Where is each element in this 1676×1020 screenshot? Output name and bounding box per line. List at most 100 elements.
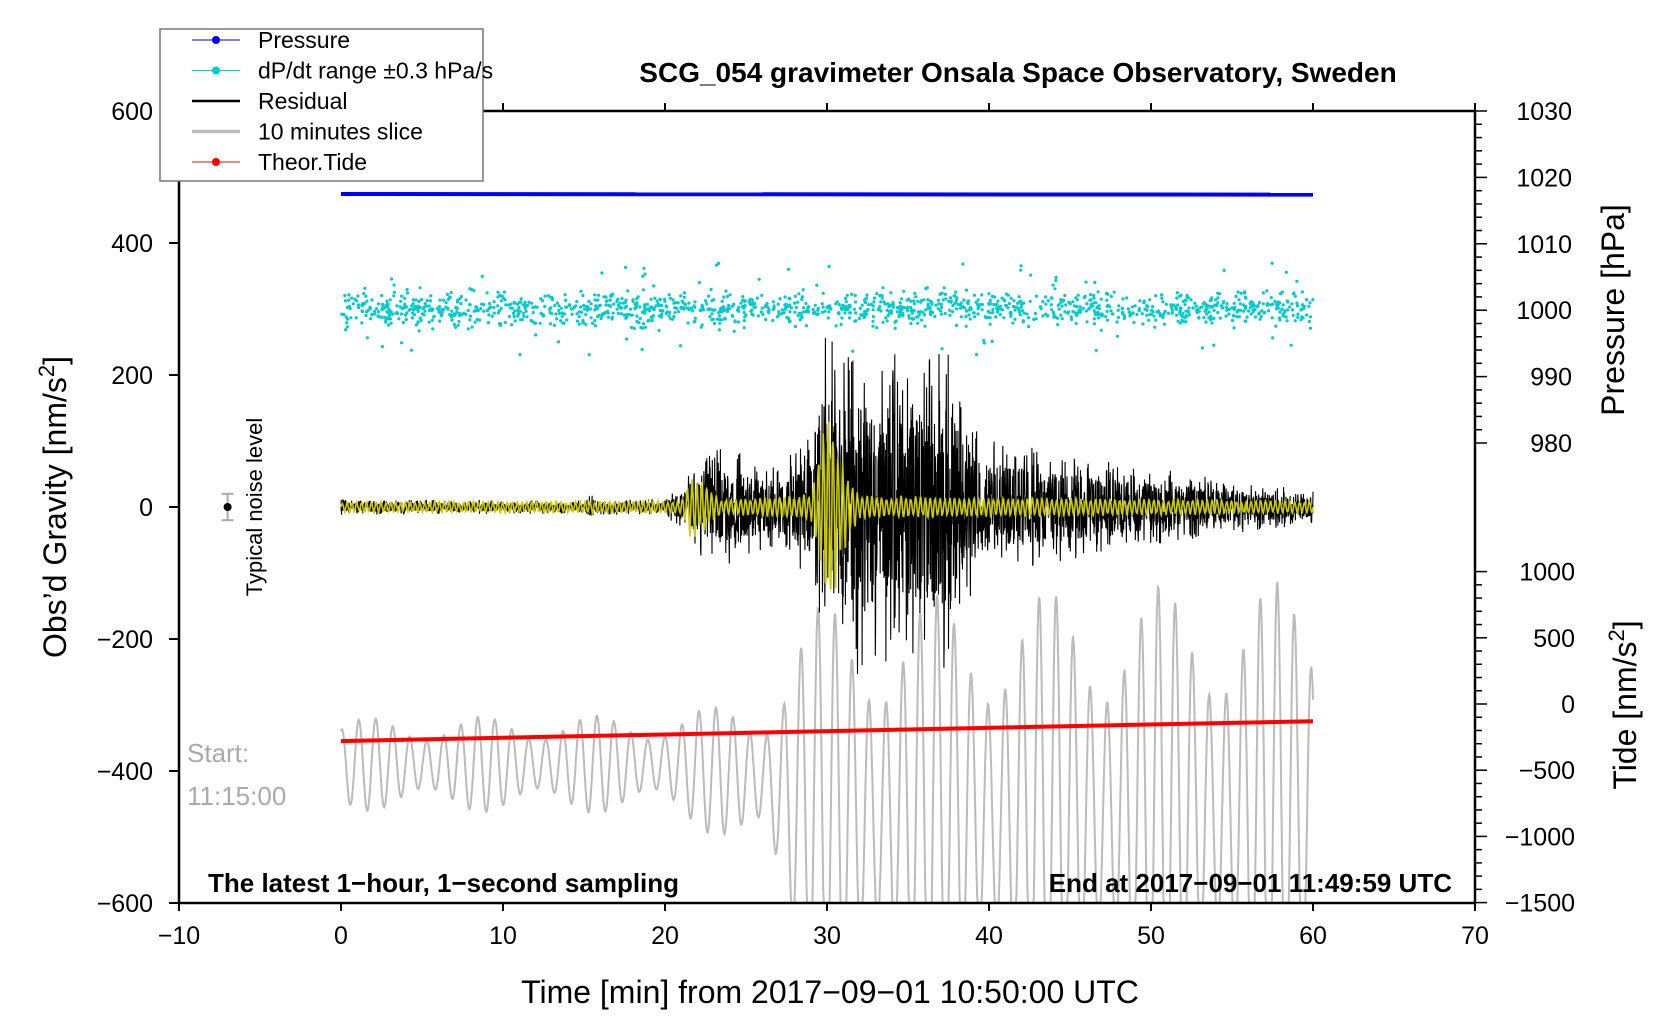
dpdt-point — [722, 305, 726, 309]
dpdt-point — [1057, 307, 1061, 311]
dpdt-point — [658, 298, 663, 302]
y-tick-label: −600 — [97, 890, 153, 918]
dpdt-point — [971, 311, 976, 315]
dpdt-point — [559, 306, 563, 310]
dpdt-point — [862, 315, 866, 320]
dpdt-point — [969, 305, 973, 310]
dpdt-point — [490, 314, 494, 318]
dpdt-point — [998, 312, 1002, 317]
dpdt-point — [902, 289, 906, 293]
dpdt-point — [788, 319, 792, 323]
x-tick-label: 40 — [975, 922, 1003, 950]
dpdt-point — [632, 326, 636, 330]
dpdt-point — [1209, 305, 1213, 309]
dpdt-point — [1242, 309, 1246, 313]
dpdt-point — [1085, 320, 1089, 324]
dpdt-point — [1304, 298, 1309, 302]
dpdt-point — [647, 318, 651, 323]
dpdt-point — [864, 310, 868, 314]
dpdt-point — [1002, 316, 1006, 320]
dpdt-point — [615, 307, 619, 311]
slice-series-line — [340, 581, 1314, 903]
dpdt-point — [444, 305, 448, 309]
dpdt-point — [1160, 293, 1164, 297]
dpdt-point — [827, 264, 831, 269]
dpdt-point — [909, 299, 913, 303]
dpdt-point — [457, 319, 461, 324]
dpdt-point — [829, 307, 833, 311]
dpdt-point — [1286, 300, 1290, 304]
dpdt-point — [1185, 293, 1189, 297]
dpdt-point — [581, 318, 585, 322]
dpdt-point — [1092, 322, 1097, 326]
dpdt-point — [518, 352, 522, 357]
dpdt-point — [437, 310, 441, 314]
dpdt-point — [961, 262, 965, 266]
dpdt-point — [612, 302, 616, 306]
tide-series-line — [340, 719, 1314, 744]
dpdt-point — [557, 340, 561, 344]
dpdt-point — [1293, 319, 1297, 323]
dpdt-point — [1074, 321, 1078, 326]
dpdt-point — [1154, 318, 1158, 322]
dpdt-point — [880, 296, 884, 300]
dpdt-point — [811, 311, 816, 315]
dpdt-point — [988, 316, 992, 320]
dpdt-point — [1072, 304, 1077, 308]
dpdt-point — [600, 271, 604, 275]
dpdt-point — [715, 317, 719, 321]
dpdt-point — [1089, 293, 1093, 297]
dpdt-point — [1101, 313, 1105, 317]
dpdt-point — [1216, 310, 1220, 315]
dpdt-point — [553, 303, 557, 308]
dpdt-point — [626, 289, 630, 293]
dpdt-point — [623, 306, 627, 310]
dpdt-point — [1311, 298, 1315, 302]
dpdt-point — [651, 314, 655, 318]
dpdt-point — [854, 300, 858, 304]
dpdt-point — [1225, 308, 1229, 312]
dpdt-point — [652, 284, 656, 288]
dpdt-point — [679, 294, 683, 298]
dpdt-point — [898, 301, 902, 305]
dpdt-point — [704, 299, 708, 303]
dpdt-point — [448, 295, 452, 299]
dpdt-point — [1295, 304, 1300, 308]
dpdt-point — [641, 288, 646, 292]
dpdt-point — [593, 319, 597, 323]
dpdt-point — [1092, 309, 1096, 313]
dpdt-point — [499, 306, 503, 311]
dpdt-point — [667, 314, 671, 318]
dpdt-point — [579, 289, 583, 293]
dpdt-point — [1169, 303, 1173, 307]
dpdt-point — [961, 304, 965, 309]
dpdt-point — [1054, 275, 1058, 279]
dpdt-point — [438, 298, 442, 302]
dpdt-point — [1244, 306, 1248, 310]
dpdt-point — [906, 305, 910, 309]
dpdt-point — [651, 307, 655, 311]
dpdt-point — [1283, 310, 1287, 314]
dpdt-point — [788, 310, 792, 314]
dpdt-point — [835, 300, 839, 304]
dpdt-point — [750, 303, 755, 307]
dpdt-point — [1236, 290, 1240, 294]
dpdt-point — [982, 338, 986, 343]
dpdt-point — [1208, 299, 1212, 303]
dpdt-point — [1022, 311, 1026, 315]
dpdt-point — [608, 298, 612, 302]
dpdt-point — [1290, 308, 1295, 312]
dpdt-point — [881, 320, 885, 324]
dpdt-point — [350, 296, 354, 300]
dpdt-point — [1261, 302, 1265, 306]
dpdt-point — [411, 308, 416, 312]
dpdt-point — [775, 315, 780, 319]
dpdt-point — [916, 299, 920, 303]
dpdt-point — [789, 306, 794, 310]
dpdt-point — [1257, 312, 1261, 316]
dpdt-point — [761, 312, 765, 316]
dpdt-point — [972, 293, 977, 297]
dpdt-point — [531, 311, 535, 315]
dpdt-point — [776, 302, 780, 306]
dpdt-point — [843, 296, 848, 300]
